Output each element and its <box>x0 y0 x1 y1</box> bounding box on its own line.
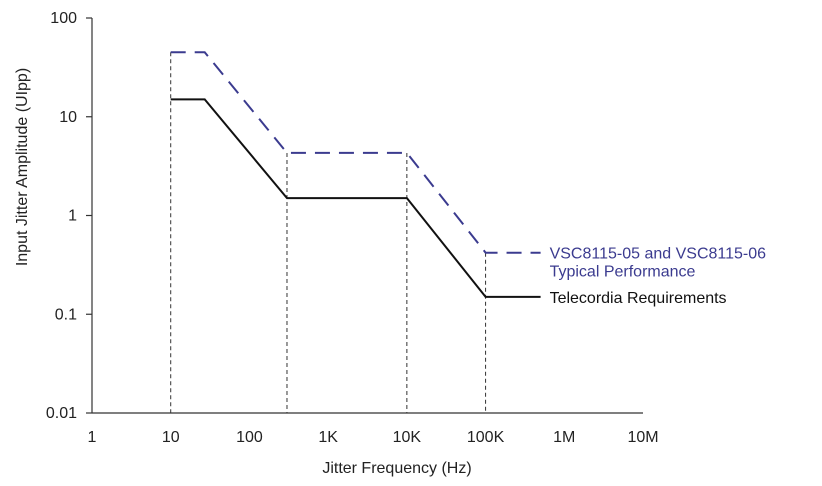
series-lines <box>170 51 541 298</box>
series-line-1 <box>170 51 541 254</box>
x-tick-label: 10 <box>162 429 180 446</box>
x-tick-label: 100 <box>236 429 263 446</box>
y-axis-title: Input Jitter Amplitude (UIpp) <box>14 68 31 266</box>
series-labels: VSC8115-05 and VSC8115-06 Typical Perform… <box>550 246 767 307</box>
x-tick-label: 100K <box>467 429 505 446</box>
x-tick-label: 1 <box>88 429 97 446</box>
x-tick-label: 10K <box>393 429 422 446</box>
axes <box>86 17 643 414</box>
series-label-line: VSC8115-05 and VSC8115-06 <box>550 246 767 263</box>
series-label-2: Telecordia Requirements <box>550 290 727 307</box>
y-tick-label: 0.01 <box>46 405 77 422</box>
series-label-line: Typical Performance <box>550 264 696 281</box>
series-label-1: VSC8115-05 and VSC8115-06 Typical Perform… <box>550 246 767 281</box>
x-tick-label: 10M <box>627 429 658 446</box>
y-tick-label: 100 <box>50 10 77 27</box>
reference-lines <box>170 52 487 413</box>
series-line-2 <box>170 98 541 298</box>
tick-labels: 0.01 0.1 1 10 100 1 10 100 1K 10K 100K 1M 10M <box>46 10 659 446</box>
series-label-line: Telecordia Requirements <box>550 290 727 307</box>
y-tick-label: 1 <box>68 208 77 225</box>
x-axis-title: Jitter Frequency (Hz) <box>322 460 471 477</box>
y-tick-label: 10 <box>59 109 77 126</box>
y-tick-label: 0.1 <box>55 306 77 323</box>
x-tick-label: 1K <box>318 429 338 446</box>
x-tick-label: 1M <box>553 429 575 446</box>
